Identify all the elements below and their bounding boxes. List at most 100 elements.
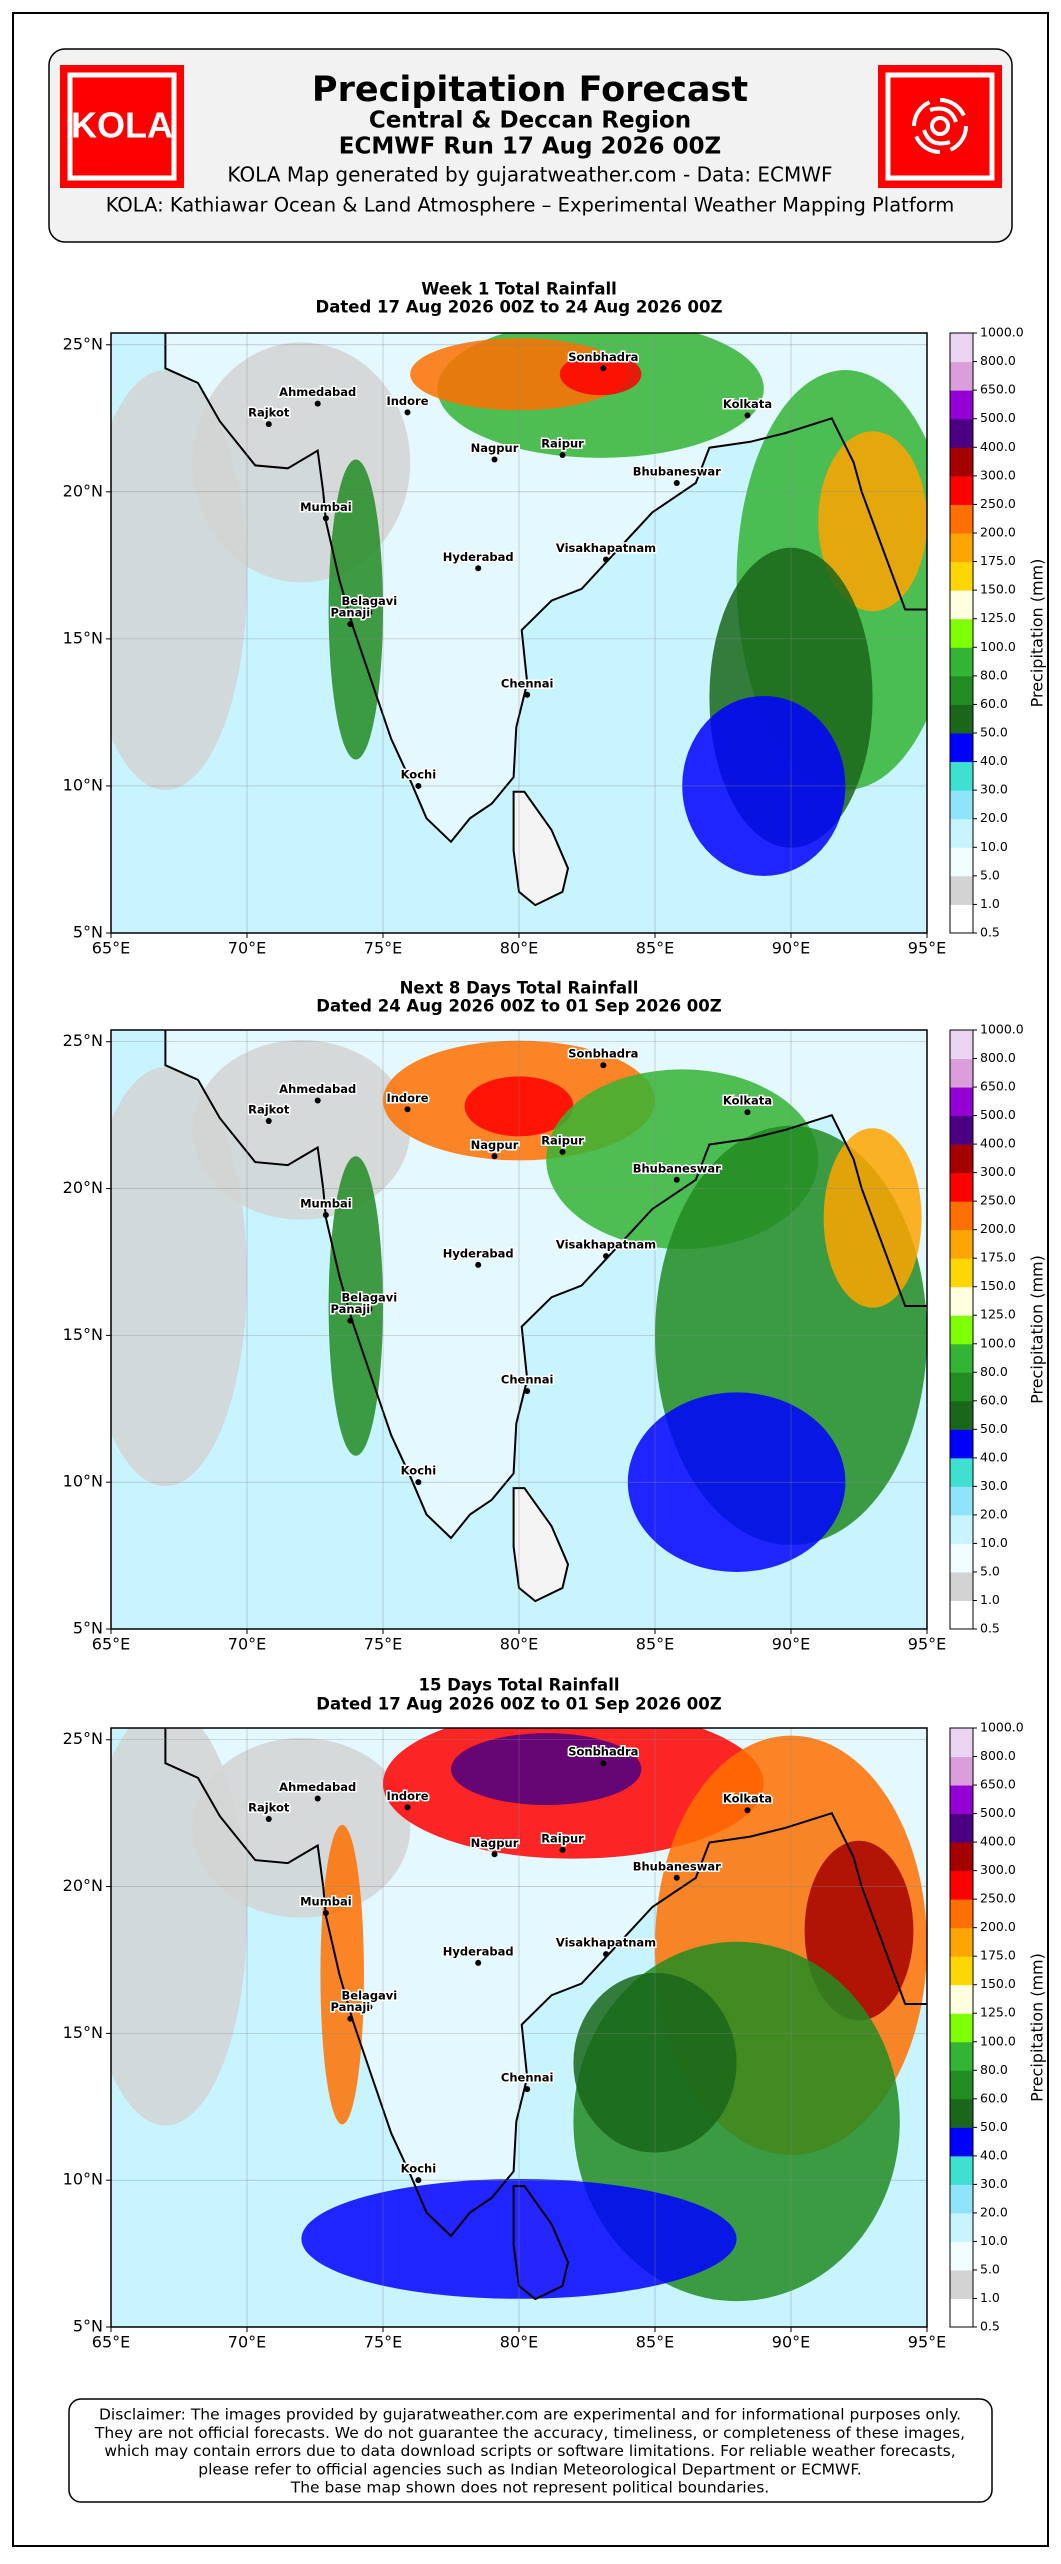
- lat-tick-label: 5°N: [73, 1619, 103, 1638]
- lon-tick-label: 80°E: [500, 1635, 538, 1654]
- colorbar-swatch: [950, 590, 973, 620]
- colorbar-label: 80.0: [980, 2062, 1008, 2077]
- colorbar-swatch: [950, 847, 973, 877]
- lon-tick-label: 65°E: [92, 1635, 130, 1654]
- colorbar-title: Precipitation (mm): [1028, 1953, 1047, 2102]
- colorbar-swatch: [950, 2041, 973, 2071]
- colorbar-swatch: [950, 818, 973, 848]
- colorbar-swatch: [950, 1058, 973, 1088]
- colorbar-label: 125.0: [980, 610, 1016, 625]
- colorbar-label: 500.0: [980, 410, 1016, 425]
- colorbar-swatch: [950, 1899, 973, 1929]
- lat-tick-label: 5°N: [73, 923, 103, 942]
- lon-tick-label: 80°E: [500, 2333, 538, 2352]
- colorbar-label: 20.0: [980, 810, 1008, 825]
- city-label: Rajkot: [248, 1801, 290, 1815]
- city-label: Chennai: [501, 1373, 554, 1387]
- colorbar-label: 20.0: [980, 1506, 1008, 1521]
- colorbar-swatch: [950, 2127, 973, 2157]
- colorbar-swatch: [950, 1813, 973, 1843]
- lon-tick-label: 90°E: [772, 1635, 810, 1654]
- city-label: Panaji: [331, 1302, 371, 1316]
- logo-right: [878, 65, 1002, 188]
- colorbar-label: 10.0: [980, 1535, 1008, 1550]
- colorbar-swatch: [950, 904, 973, 934]
- colorbar-label: 30.0: [980, 782, 1008, 797]
- map-frame: [110, 1029, 928, 1630]
- lon-tick-label: 85°E: [636, 939, 674, 958]
- colorbar-label: 0.5: [980, 1621, 1000, 1636]
- colorbar-label: 80.0: [980, 667, 1008, 682]
- lat-tick-label: 20°N: [63, 1876, 103, 1895]
- lon-tick-label: 95°E: [908, 939, 946, 958]
- city-label: Chennai: [501, 676, 554, 690]
- map-frame: [110, 332, 928, 934]
- colorbar-label: 500.0: [980, 1805, 1016, 1820]
- city-dot: [673, 1176, 680, 1183]
- colorbar-label: 5.0: [980, 2261, 1000, 2276]
- colorbar-label: 40.0: [980, 753, 1008, 768]
- lon-tick-label: 70°E: [228, 1635, 266, 1654]
- colorbar-label: 1000.0: [980, 1022, 1024, 1037]
- city-label: Ahmedabad: [279, 385, 356, 399]
- city-dot: [603, 1951, 610, 1958]
- colorbar-label: 150.0: [980, 1278, 1016, 1293]
- disclaimer-line: Disclaimer: The images provided by gujar…: [99, 2406, 961, 2424]
- colorbar-label: 175.0: [980, 1948, 1016, 1963]
- city-dot: [744, 1109, 751, 1116]
- title: Precipitation Forecast: [312, 70, 748, 110]
- lon-tick-label: 65°E: [92, 939, 130, 958]
- colorbar-label: 175.0: [980, 1250, 1016, 1265]
- city-label: Chennai: [501, 2071, 554, 2085]
- colorbar-frame: [949, 1727, 974, 2328]
- colorbar-label: 125.0: [980, 2005, 1016, 2020]
- city-dot: [524, 691, 531, 698]
- city-label: Belagavi: [342, 1988, 398, 2002]
- colorbar-label: 60.0: [980, 1392, 1008, 1407]
- city-dot: [559, 1846, 566, 1853]
- city-dot: [603, 556, 610, 563]
- colorbar-label: 150.0: [980, 582, 1016, 597]
- colorbar-label: 1.0: [980, 2290, 1000, 2305]
- city-dot: [600, 1062, 607, 1069]
- colorbar-swatch: [950, 1984, 973, 2014]
- city-label: Kolkata: [723, 1792, 772, 1806]
- colorbar-swatch: [950, 2298, 973, 2328]
- colorbar-swatch: [950, 390, 973, 420]
- colorbar-swatch: [950, 1087, 973, 1117]
- city-label: Kolkata: [723, 397, 772, 411]
- rain-area: [451, 1733, 642, 1806]
- disclaimer-line: which may contain errors due to data dow…: [104, 2442, 955, 2460]
- city-label: Hyderabad: [443, 550, 514, 564]
- colorbar-swatch: [950, 2155, 973, 2185]
- platform: KOLA: Kathiawar Ocean & Land Atmosphere …: [106, 194, 955, 217]
- colorbar-label: 30.0: [980, 2176, 1008, 2191]
- lat-tick-label: 15°N: [63, 1325, 103, 1344]
- colorbar-swatch: [950, 733, 973, 763]
- colorbar-swatch: [950, 1286, 973, 1316]
- city-dot: [744, 1807, 751, 1814]
- city-dot: [322, 1909, 329, 1916]
- colorbar-swatch: [950, 1229, 973, 1259]
- city-label: Panaji: [331, 606, 371, 620]
- lat-tick-label: 15°N: [63, 2023, 103, 2042]
- colorbar-swatch: [950, 1258, 973, 1288]
- colorbar-swatch: [950, 2269, 973, 2299]
- colorbar-label: 400.0: [980, 1136, 1016, 1151]
- colorbar-swatch: [950, 875, 973, 905]
- colorbar-label: 5.0: [980, 1563, 1000, 1578]
- colorbar-swatch: [950, 2098, 973, 2128]
- lat-tick-label: 10°N: [63, 2170, 103, 2189]
- city-dot: [475, 565, 482, 572]
- city-dot: [314, 400, 321, 407]
- city-label: Kolkata: [723, 1094, 772, 1108]
- colorbar-label: 60.0: [980, 2090, 1008, 2105]
- city-label: Mumbai: [300, 1196, 352, 1210]
- run: ECMWF Run 17 Aug 2026 00Z: [339, 134, 721, 160]
- disclaimer-line: please refer to official agencies such a…: [198, 2460, 862, 2478]
- city-dot: [559, 1148, 566, 1155]
- colorbar-swatch: [950, 561, 973, 591]
- colorbar-label: 40.0: [980, 2147, 1008, 2162]
- colorbar-swatch: [950, 2212, 973, 2242]
- colorbar-swatch: [950, 361, 973, 391]
